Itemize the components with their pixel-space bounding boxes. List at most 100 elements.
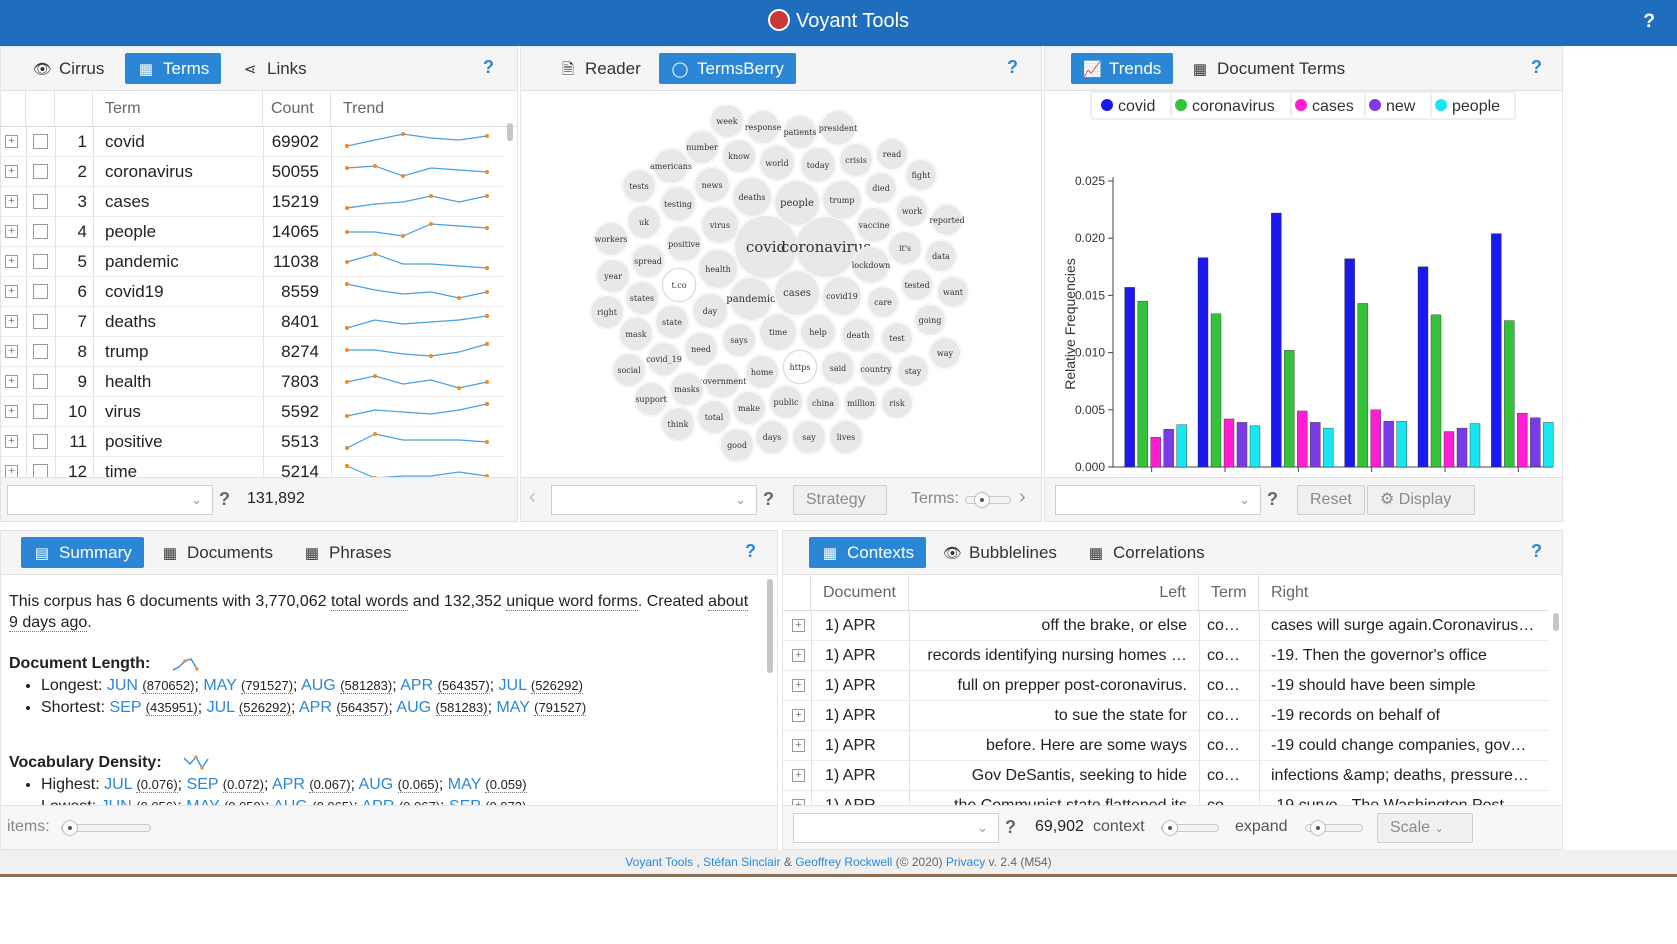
row-checkbox[interactable] [33,344,48,359]
table-row[interactable]: +10 virus 5592 [1,397,505,427]
term-bubble[interactable]: days [755,420,789,454]
term-bubble[interactable]: said [821,351,855,385]
term-bubble[interactable]: died [865,172,897,204]
summary-help-icon[interactable]: ? [745,541,756,561]
reset-button[interactable]: Reset [1297,485,1365,515]
term-bubble[interactable]: states [625,281,659,315]
contexts-help-icon[interactable]: ? [1531,541,1542,561]
term-bubble[interactable]: help [800,314,836,350]
terms-search-combo[interactable]: ⌄ [7,485,213,515]
privacy-link[interactable]: Privacy [945,855,986,869]
tab-terms[interactable]: ▦ Terms [125,53,222,84]
voyant-link[interactable]: Voyant Tools [625,855,694,869]
term-bubble[interactable]: tested [901,269,933,301]
expand-row-icon[interactable]: + [5,255,18,268]
term-bubble[interactable]: crisis [839,143,873,177]
right-column-header[interactable]: Right [1271,584,1309,601]
row-checkbox[interactable] [33,404,48,419]
table-row[interactable]: +11 positive 5513 [1,427,505,457]
expand-row-icon[interactable]: + [5,375,18,388]
tab-document-terms[interactable]: ▦ Document Terms [1179,53,1357,84]
term-bubble[interactable]: testing [660,186,696,222]
tab-reader[interactable]: 🗎 Reader [547,53,653,84]
term-bubble[interactable]: good [720,428,754,462]
term-bubble[interactable]: way [929,337,961,369]
term-bubble[interactable]: lives [829,420,863,454]
row-checkbox[interactable] [33,314,48,329]
expand-row-icon[interactable]: + [5,225,18,238]
terms-slider-knob[interactable] [974,492,990,508]
document-link[interactable]: MAY [203,677,237,694]
term-bubble[interactable]: million [844,386,878,420]
document-link[interactable]: JUN [106,677,138,694]
term-bubble[interactable]: know [722,139,756,173]
term-bubble[interactable]: covid_19 [646,342,682,376]
expand-row-icon[interactable]: + [5,195,18,208]
document-link[interactable]: SEP [109,699,142,716]
expand-slider-knob[interactable] [1310,820,1326,836]
row-checkbox[interactable] [33,134,48,149]
term-bubble[interactable]: mask [619,317,653,351]
term-bubble[interactable]: public [769,385,803,419]
term-bubble[interactable]: response [745,110,781,144]
tab-bubblelines[interactable]: 👁 Bubblelines [931,537,1069,568]
document-link[interactable]: SEP [186,776,219,793]
document-link[interactable]: JUL [206,699,235,716]
term-bubble[interactable]: week [710,104,744,138]
term-bubble[interactable]: death [841,318,875,352]
term-bubble[interactable]: need [684,332,718,366]
term-bubble[interactable]: risk [881,387,913,419]
contexts-search-help-icon[interactable]: ? [1005,817,1016,837]
document-link[interactable]: APR [271,776,305,793]
term-bubble[interactable]: workers [594,222,628,256]
table-row[interactable]: +4 people 14065 [1,217,505,247]
trends-help-icon[interactable]: ? [1531,57,1542,77]
term-bubble[interactable]: fight [905,159,937,191]
document-link[interactable]: AUG [358,776,394,793]
term-bubble[interactable]: test [881,322,913,354]
expand-row-icon[interactable]: + [5,315,18,328]
document-column-header[interactable]: Document [811,575,909,611]
term-bubble[interactable]: read [876,138,908,170]
unique-words-link[interactable]: unique word forms [506,593,638,611]
termsberry-search-combo[interactable]: ⌄ [551,485,757,515]
table-row[interactable]: +1) APR full on prepper post-coronavirus.… [783,671,1549,701]
term-bubble[interactable]: pandemic [726,277,776,321]
left-column-header[interactable]: Left [909,575,1199,611]
term-bubble[interactable]: want [937,276,969,308]
tab-correlations[interactable]: ▦ Correlations [1075,537,1217,568]
context-slider[interactable] [1161,820,1219,836]
total-words-link[interactable]: total words [330,593,409,611]
legend-item[interactable]: people [1435,98,1500,115]
expand-row-icon[interactable]: + [792,619,805,632]
term-bubble[interactable]: says [722,323,756,357]
document-link[interactable]: AUG [396,699,432,716]
table-row[interactable]: +5 pandemic 11038 [1,247,505,277]
termsberry-search-help-icon[interactable]: ? [763,489,774,509]
tab-documents[interactable]: ▦ Documents [149,537,285,568]
term-bubble[interactable]: data [925,240,957,272]
table-row[interactable]: +1) APR records identifying nursing homes… [783,641,1549,671]
table-row[interactable]: +8 trump 8274 [1,337,505,367]
term-bubble[interactable]: day [692,293,728,329]
term-bubble[interactable]: china [806,386,840,420]
table-row[interactable]: +1) APR Gov DeSantis, seeking to hide co… i… [783,761,1549,791]
count-column-header[interactable]: Count [263,91,331,127]
term-bubble[interactable]: year [596,259,630,293]
author-sinclair-link[interactable]: Stéfan Sinclair [703,855,781,869]
term-bubble[interactable]: coronavirus [781,216,871,278]
term-bubble[interactable]: president [819,110,857,146]
table-row[interactable]: +6 covid19 8559 [1,277,505,307]
term-bubble[interactable]: think [661,407,695,441]
term-bubble[interactable]: trump [822,180,862,220]
legend-item[interactable]: cases [1295,98,1354,115]
expand-row-icon[interactable]: + [5,285,18,298]
term-bubble[interactable]: news [694,167,730,203]
table-row[interactable]: +3 cases 15219 [1,187,505,217]
term-bubble[interactable]: vaccine [856,207,892,243]
checkbox-column-header[interactable] [26,91,55,127]
term-bubble[interactable]: care [867,286,899,318]
legend-item[interactable]: covid [1101,98,1155,115]
tab-summary[interactable]: ▤ Summary [21,537,144,568]
expand-row-icon[interactable]: + [5,405,18,418]
